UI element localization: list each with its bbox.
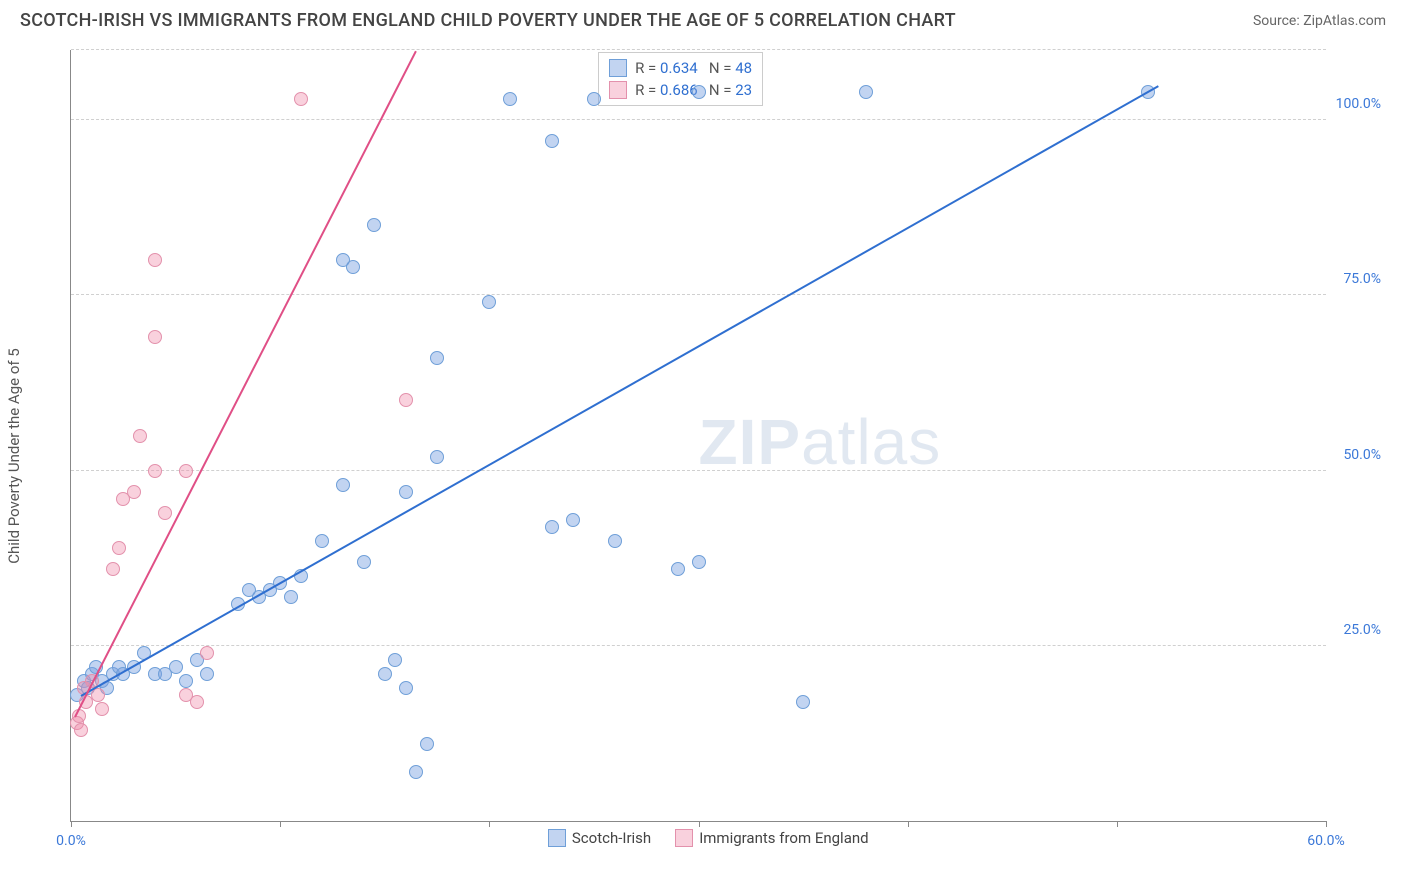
gridline (71, 119, 1326, 120)
x-tick (1117, 821, 1118, 827)
data-point (179, 464, 193, 478)
chart-container: Child Poverty Under the Age of 5 ZIPatla… (20, 40, 1386, 872)
data-point (190, 695, 204, 709)
data-point (692, 555, 706, 569)
legend-stats: R = 0.634 N = 48 (635, 59, 752, 77)
x-tick (1326, 821, 1327, 827)
data-point (169, 660, 183, 674)
x-tick (699, 821, 700, 827)
y-axis-label: Child Poverty Under the Age of 5 (5, 348, 23, 564)
legend-item: Scotch-Irish (548, 829, 651, 847)
data-point (671, 562, 685, 576)
x-tick-label: 60.0% (1307, 833, 1345, 849)
x-tick (280, 821, 281, 827)
watermark-zip: ZIP (699, 406, 802, 478)
data-point (346, 260, 360, 274)
data-point (420, 737, 434, 751)
chart-title: SCOTCH-IRISH VS IMMIGRANTS FROM ENGLAND … (20, 10, 956, 31)
header: SCOTCH-IRISH VS IMMIGRANTS FROM ENGLAND … (0, 0, 1406, 37)
data-point (367, 218, 381, 232)
data-point (482, 295, 496, 309)
data-point (399, 681, 413, 695)
data-point (294, 92, 308, 106)
data-point (148, 464, 162, 478)
data-point (148, 330, 162, 344)
data-point (148, 253, 162, 267)
watermark-atlas: atlas (801, 406, 941, 478)
data-point (158, 506, 172, 520)
series-legend: Scotch-Irish Immigrants from England (548, 829, 869, 847)
data-point (74, 723, 88, 737)
data-point (284, 590, 298, 604)
data-point (112, 541, 126, 555)
data-point (336, 478, 350, 492)
data-point (315, 534, 329, 548)
x-tick (908, 821, 909, 827)
data-point (430, 450, 444, 464)
data-point (545, 134, 559, 148)
data-point (545, 520, 559, 534)
data-point (127, 485, 141, 499)
data-point (608, 534, 622, 548)
correlation-legend: R = 0.634 N = 48 R = 0.686 N = 23 (598, 52, 763, 106)
y-tick-label: 75.0% (1343, 271, 1381, 287)
watermark: ZIPatlas (699, 405, 942, 479)
x-tick (489, 821, 490, 827)
legend-label: Immigrants from England (699, 829, 868, 847)
data-point (200, 646, 214, 660)
data-point (796, 695, 810, 709)
legend-row: R = 0.634 N = 48 (609, 57, 752, 79)
data-point (566, 513, 580, 527)
data-point (399, 393, 413, 407)
gridline (71, 294, 1326, 295)
gridline (71, 470, 1326, 471)
plot-area: ZIPatlas R = 0.634 N = 48 R = 0.686 N = 2… (70, 50, 1326, 822)
data-point (133, 429, 147, 443)
data-point (399, 485, 413, 499)
legend-row: R = 0.686 N = 23 (609, 79, 752, 101)
data-point (430, 351, 444, 365)
data-point (587, 92, 601, 106)
legend-swatch (548, 829, 566, 847)
x-tick-label: 0.0% (56, 833, 86, 849)
trend-line (74, 51, 417, 718)
legend-swatch (609, 81, 627, 99)
y-tick-label: 25.0% (1343, 622, 1381, 638)
data-point (859, 85, 873, 99)
y-tick-label: 50.0% (1343, 447, 1381, 463)
gridline (71, 49, 1326, 50)
source-attribution: Source: ZipAtlas.com (1253, 13, 1386, 29)
x-tick (71, 821, 72, 827)
data-point (692, 85, 706, 99)
data-point (200, 667, 214, 681)
data-point (388, 653, 402, 667)
legend-item: Immigrants from England (675, 829, 868, 847)
gridline (71, 645, 1326, 646)
legend-swatch (675, 829, 693, 847)
y-tick-label: 100.0% (1336, 96, 1381, 112)
data-point (357, 555, 371, 569)
data-point (503, 92, 517, 106)
data-point (179, 674, 193, 688)
data-point (409, 765, 423, 779)
legend-label: Scotch-Irish (572, 829, 651, 847)
data-point (378, 667, 392, 681)
data-point (95, 702, 109, 716)
legend-swatch (609, 59, 627, 77)
data-point (106, 562, 120, 576)
